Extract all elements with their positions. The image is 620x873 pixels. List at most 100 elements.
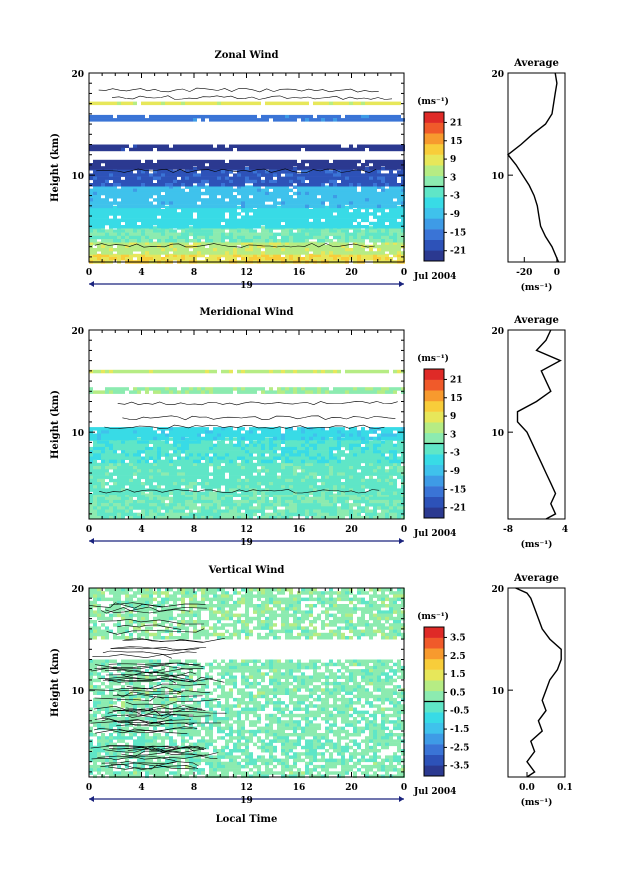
heatmap-cell <box>113 503 117 507</box>
heatmap-cell <box>337 482 341 486</box>
heatmap-cell <box>373 232 377 237</box>
heatmap-cell <box>309 257 313 261</box>
heatmap-cell <box>145 509 149 513</box>
heatmap-cell <box>149 101 153 106</box>
heatmap-cell <box>257 462 261 467</box>
heatmap-cell <box>161 163 165 167</box>
heatmap-cell <box>157 459 161 464</box>
heatmap-cell <box>297 509 301 513</box>
heatmap-cell <box>121 251 125 255</box>
heatmap-cell <box>245 176 249 181</box>
heatmap-cell <box>373 221 377 226</box>
heatmap-cell <box>225 469 229 473</box>
heatmap-cell <box>101 215 105 219</box>
heatmap-cell <box>265 472 269 476</box>
heatmap-cell <box>313 251 317 255</box>
heatmap-cell <box>253 512 257 517</box>
contour-lines <box>94 87 393 248</box>
heatmap-cell <box>105 188 109 193</box>
heatmap-cell <box>309 163 313 167</box>
heatmap-cell <box>141 173 145 177</box>
heatmap-cell <box>309 225 313 229</box>
heatmap-cell <box>153 440 157 444</box>
heatmap-cell <box>269 512 273 517</box>
heatmap-cell <box>381 191 385 196</box>
heatmap-cell <box>253 499 257 504</box>
heatmap-cell <box>377 472 381 476</box>
heatmap-cell <box>357 239 361 243</box>
heatmap-cell <box>361 488 365 492</box>
heatmap-cell <box>349 179 353 184</box>
heatmap-cell <box>113 118 117 122</box>
heatmap-cell <box>177 221 181 226</box>
heatmap-cell <box>301 459 305 464</box>
heatmap-cell <box>341 147 345 152</box>
heatmap-cell <box>125 235 129 240</box>
heatmap-cell <box>325 163 329 167</box>
heatmap-cell <box>317 218 321 223</box>
heatmap-cell <box>325 251 329 255</box>
heatmap-cell <box>345 443 349 448</box>
heatmap-cell <box>217 101 221 106</box>
heatmap-cell <box>277 509 281 513</box>
heatmap-cell <box>161 183 165 187</box>
heatmap-cell <box>141 251 145 255</box>
heatmap-cell <box>309 229 313 233</box>
heatmap-cell <box>325 456 329 460</box>
heatmap-cell <box>345 446 349 451</box>
heatmap-cell <box>273 114 277 119</box>
heatmap-cell <box>161 499 165 504</box>
heatmap-cell <box>165 466 169 470</box>
heatmap-cell <box>169 506 173 510</box>
heatmap-cell <box>237 173 241 177</box>
colorbar-tick-label: -15 <box>450 228 466 238</box>
heatmap-cell <box>241 209 245 213</box>
heatmap-cell <box>221 195 225 199</box>
heatmap-cell <box>233 469 237 473</box>
heatmap-cell <box>297 195 301 199</box>
heatmap-cell <box>125 469 129 473</box>
heatmap-cell <box>125 144 129 148</box>
heatmap-cell <box>389 499 393 504</box>
heatmap-cell <box>341 159 345 164</box>
heatmap-cell <box>173 475 177 480</box>
heatmap-cell <box>269 475 273 480</box>
heatmap-cell <box>245 118 249 122</box>
heatmap-cell <box>173 147 177 152</box>
heatmap-cell <box>165 195 169 199</box>
heatmap-cell <box>193 191 197 196</box>
heatmap-cell <box>173 198 177 202</box>
heatmap-cell <box>341 195 345 199</box>
heatmap-cell <box>321 101 325 106</box>
heatmap-cell <box>137 163 141 167</box>
heatmap-cell <box>385 239 389 243</box>
heatmap-cell <box>381 179 385 184</box>
heatmap-cell <box>185 512 189 517</box>
heatmap-cell <box>365 440 369 444</box>
heatmap-cell <box>157 482 161 486</box>
heatmap-cell <box>221 515 225 520</box>
heatmap-cell <box>289 253 293 258</box>
heatmap-cell <box>297 209 301 213</box>
heatmap-cell <box>233 198 237 202</box>
heatmap-cell <box>221 225 225 229</box>
heatmap-cell <box>265 229 269 233</box>
heatmap-cell <box>381 195 385 199</box>
heatmap-cell <box>205 453 209 457</box>
heatmap-cell <box>357 179 361 184</box>
heatmap-cell <box>205 459 209 464</box>
heatmap-cell <box>165 191 169 196</box>
heatmap-cell <box>113 493 117 497</box>
heatmap-cell <box>337 159 341 164</box>
heatmap-cell <box>197 241 201 246</box>
heatmap-cell <box>209 235 213 240</box>
heatmap-cell <box>257 488 261 492</box>
heatmap-cell <box>385 241 389 246</box>
heatmap-cell <box>261 235 265 240</box>
heatmap-cell <box>269 179 273 184</box>
heatmap-cell <box>257 450 261 454</box>
heatmap-cell <box>213 482 217 486</box>
heatmap-cell <box>217 453 221 457</box>
heatmap-cell <box>261 462 265 467</box>
heatmap-cell <box>369 147 373 152</box>
